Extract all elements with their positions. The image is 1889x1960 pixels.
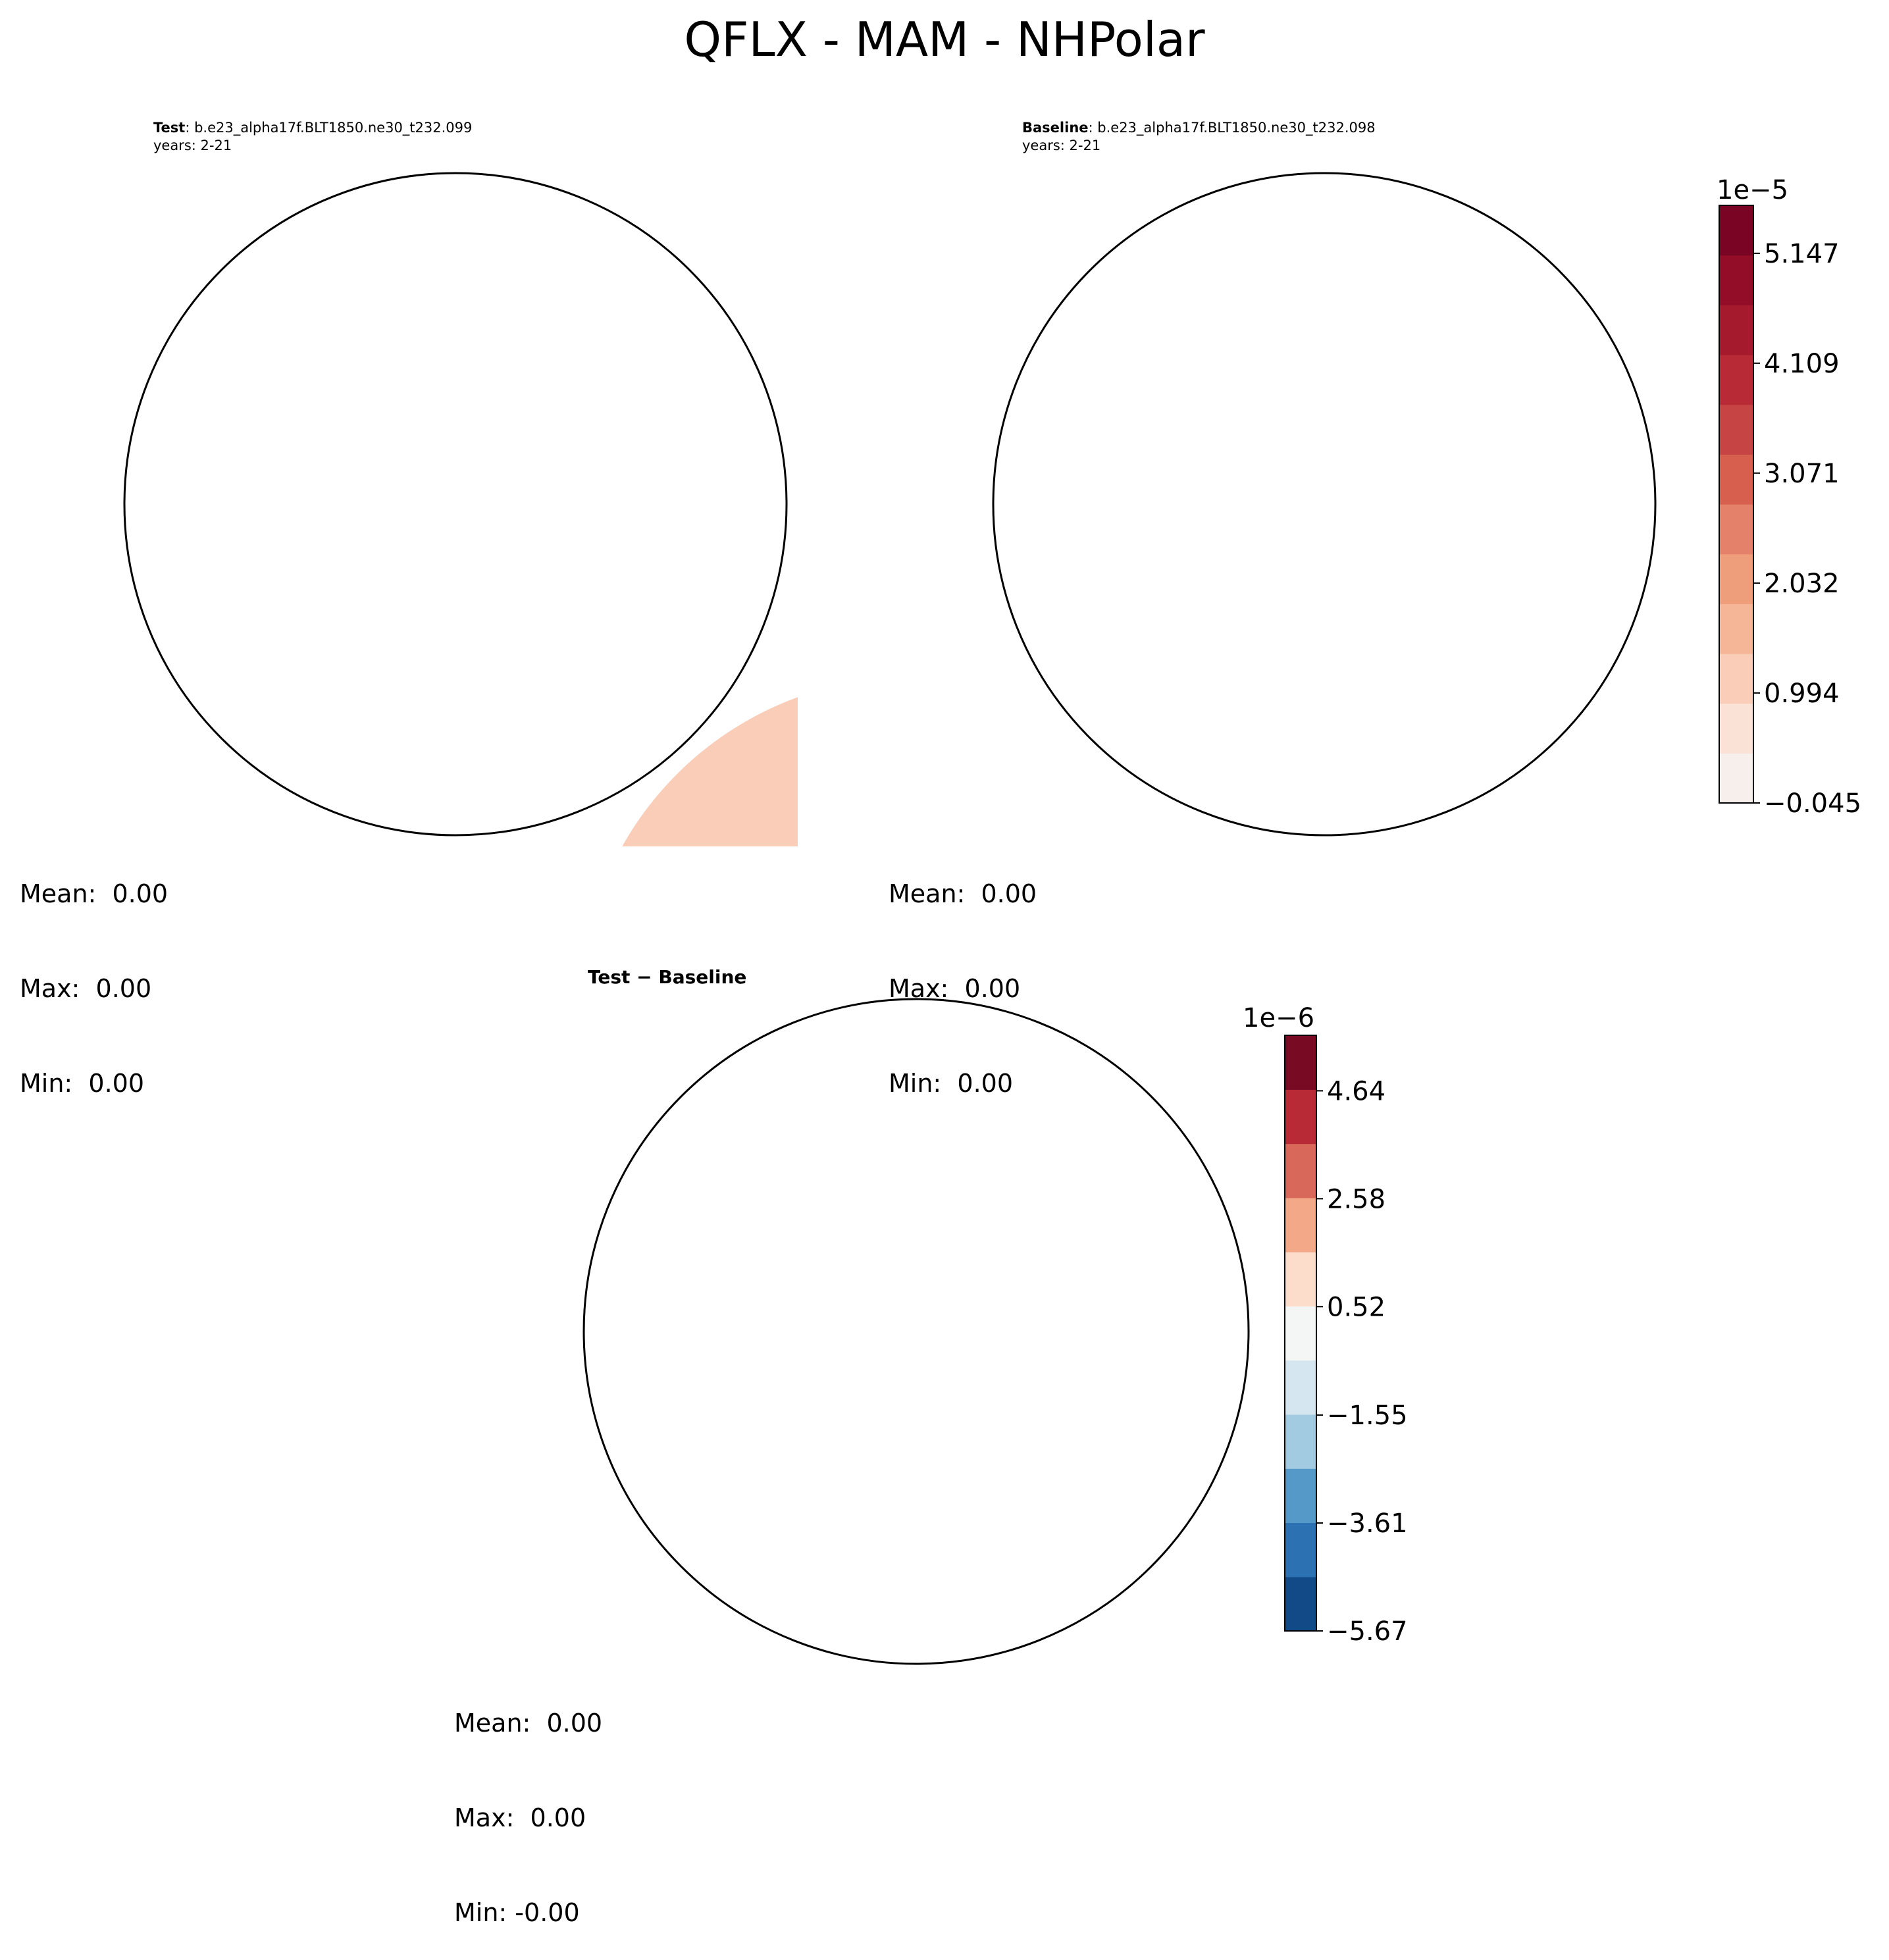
figure-title: QFLX - MAM - NHPolar xyxy=(684,12,1205,67)
diff-colorbar-level-8 xyxy=(1285,1143,1316,1199)
diff-colorbar-tick-label-4: 2.58 xyxy=(1327,1184,1385,1214)
baseline-case: : b.e23_alpha17f.BLT1850.ne30_t232.098 xyxy=(1088,120,1376,136)
test-baseline-colorbar-level-4 xyxy=(1719,554,1753,604)
test-baseline-colorbar-level-8 xyxy=(1719,355,1753,405)
baseline-stats: Mean: 0.00 Max: 0.00 Min: 0.00 xyxy=(889,815,1037,1131)
test-baseline-colorbar-tick-label-3: 3.071 xyxy=(1764,459,1840,489)
diff-colorbar-tick-label-0: −5.67 xyxy=(1327,1616,1408,1647)
baseline-years: years: 2-21 xyxy=(1022,138,1101,153)
test-baseline-colorbar: −0.045 0.994 2.032 3.071 4.109 5.147 xyxy=(1719,205,1861,819)
diff-colorbar-frame xyxy=(1284,1035,1317,1632)
test-mean: Mean: 0.00 xyxy=(20,879,168,908)
diff-colorbar-level-1 xyxy=(1285,1522,1316,1578)
diff-colorbar-level-10 xyxy=(1285,1035,1316,1090)
baseline-map xyxy=(992,172,1657,837)
test-baseline-colorbar-level-6 xyxy=(1719,454,1753,505)
test-case: : b.e23_alpha17f.BLT1850.ne30_t232.099 xyxy=(185,120,473,136)
test-map xyxy=(123,172,798,846)
diff-colorbar: −5.67 −3.61 −1.55 0.52 2.58 4.64 xyxy=(1284,1035,1408,1647)
diff-mean: Mean: 0.00 xyxy=(454,1709,603,1738)
diff-colorbar-level-7 xyxy=(1285,1197,1316,1252)
baseline-mean: Mean: 0.00 xyxy=(889,879,1037,908)
test-baseline-colorbar-level-2 xyxy=(1719,654,1753,704)
figure-canvas: −0.045 0.994 2.032 3.071 4.109 5.147 1e−5 −5.… xyxy=(123,172,1861,1665)
baseline-map-boundary xyxy=(992,172,1657,837)
diff-max: Max: 0.00 xyxy=(454,1803,586,1832)
diff-map xyxy=(582,998,1250,1665)
diff-colorbar-level-2 xyxy=(1285,1468,1316,1524)
test-baseline-colorbar-tick-label-1: 0.994 xyxy=(1764,679,1840,709)
diff-colorbar-level-3 xyxy=(1285,1414,1316,1469)
diff-colorbar-level-4 xyxy=(1285,1360,1316,1415)
test-baseline-colorbar-level-5 xyxy=(1719,504,1753,555)
test-label: Test xyxy=(153,120,186,136)
test-years: years: 2-21 xyxy=(153,138,232,153)
diff-map-boundary xyxy=(582,998,1250,1665)
diff-colorbar-tick-label-2: −1.55 xyxy=(1327,1401,1408,1431)
test-stats: Mean: 0.00 Max: 0.00 Min: 0.00 xyxy=(20,815,168,1131)
baseline-max: Max: 0.00 xyxy=(889,974,1021,1003)
test-panel-title: Test: b.e23_alpha17f.BLT1850.ne30_t232.0… xyxy=(153,119,472,155)
test-baseline-colorbar-level-0 xyxy=(1719,753,1753,804)
diff-colorbar-level-0 xyxy=(1285,1576,1316,1632)
test-map-boundary xyxy=(123,172,788,837)
test-baseline-colorbar-level-7 xyxy=(1719,404,1753,455)
test-baseline-colorbar-tick-label-2: 2.032 xyxy=(1764,569,1840,599)
diff-colorbar-tick-label-5: 4.64 xyxy=(1327,1076,1385,1106)
test-baseline-colorbar-tick-label-0: −0.045 xyxy=(1764,788,1861,819)
diff-colorbar-tick-label-3: 0.52 xyxy=(1327,1292,1385,1322)
diff-colorbar-tick-label-1: −3.61 xyxy=(1327,1509,1408,1539)
test-baseline-colorbar-frame xyxy=(1719,205,1754,804)
test-baseline-colorbar-level-10 xyxy=(1719,255,1753,305)
test-max: Max: 0.00 xyxy=(20,974,152,1003)
test-baseline-colorbar-level-11 xyxy=(1719,205,1753,256)
baseline-panel-title: Baseline: b.e23_alpha17f.BLT1850.ne30_t2… xyxy=(1022,119,1376,155)
test-baseline-colorbar-tick-label-4: 4.109 xyxy=(1764,349,1840,379)
test-baseline-colorbar-level-3 xyxy=(1719,604,1753,654)
test-min: Min: 0.00 xyxy=(20,1069,144,1098)
colorbar1-multiplier: 1e−5 xyxy=(1717,175,1788,205)
diff-colorbar-level-6 xyxy=(1285,1252,1316,1306)
baseline-min: Min: 0.00 xyxy=(889,1069,1013,1098)
test-baseline-colorbar-level-9 xyxy=(1719,305,1753,355)
diff-panel-title: Test − Baseline xyxy=(588,966,747,988)
diff-min: Min: -0.00 xyxy=(454,1898,580,1927)
test-baseline-colorbar-level-1 xyxy=(1719,703,1753,754)
baseline-label: Baseline xyxy=(1022,120,1089,136)
colorbar2-multiplier: 1e−6 xyxy=(1243,1003,1314,1033)
diff-colorbar-level-5 xyxy=(1285,1306,1316,1361)
diff-colorbar-level-9 xyxy=(1285,1089,1316,1145)
test-baseline-colorbar-tick-label-5: 5.147 xyxy=(1764,239,1840,269)
